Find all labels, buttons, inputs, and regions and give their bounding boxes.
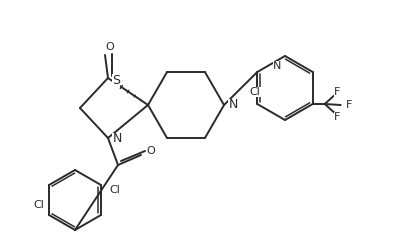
Text: O: O (106, 42, 114, 52)
Text: N: N (228, 98, 238, 112)
Text: F: F (334, 87, 340, 97)
Text: S: S (112, 74, 120, 86)
Text: Cl: Cl (110, 185, 120, 195)
Text: N: N (112, 132, 122, 145)
Text: N: N (273, 61, 281, 71)
Text: Cl: Cl (33, 200, 44, 210)
Text: F: F (334, 112, 340, 122)
Text: Cl: Cl (250, 87, 261, 97)
Text: O: O (147, 146, 155, 156)
Text: F: F (345, 100, 352, 110)
